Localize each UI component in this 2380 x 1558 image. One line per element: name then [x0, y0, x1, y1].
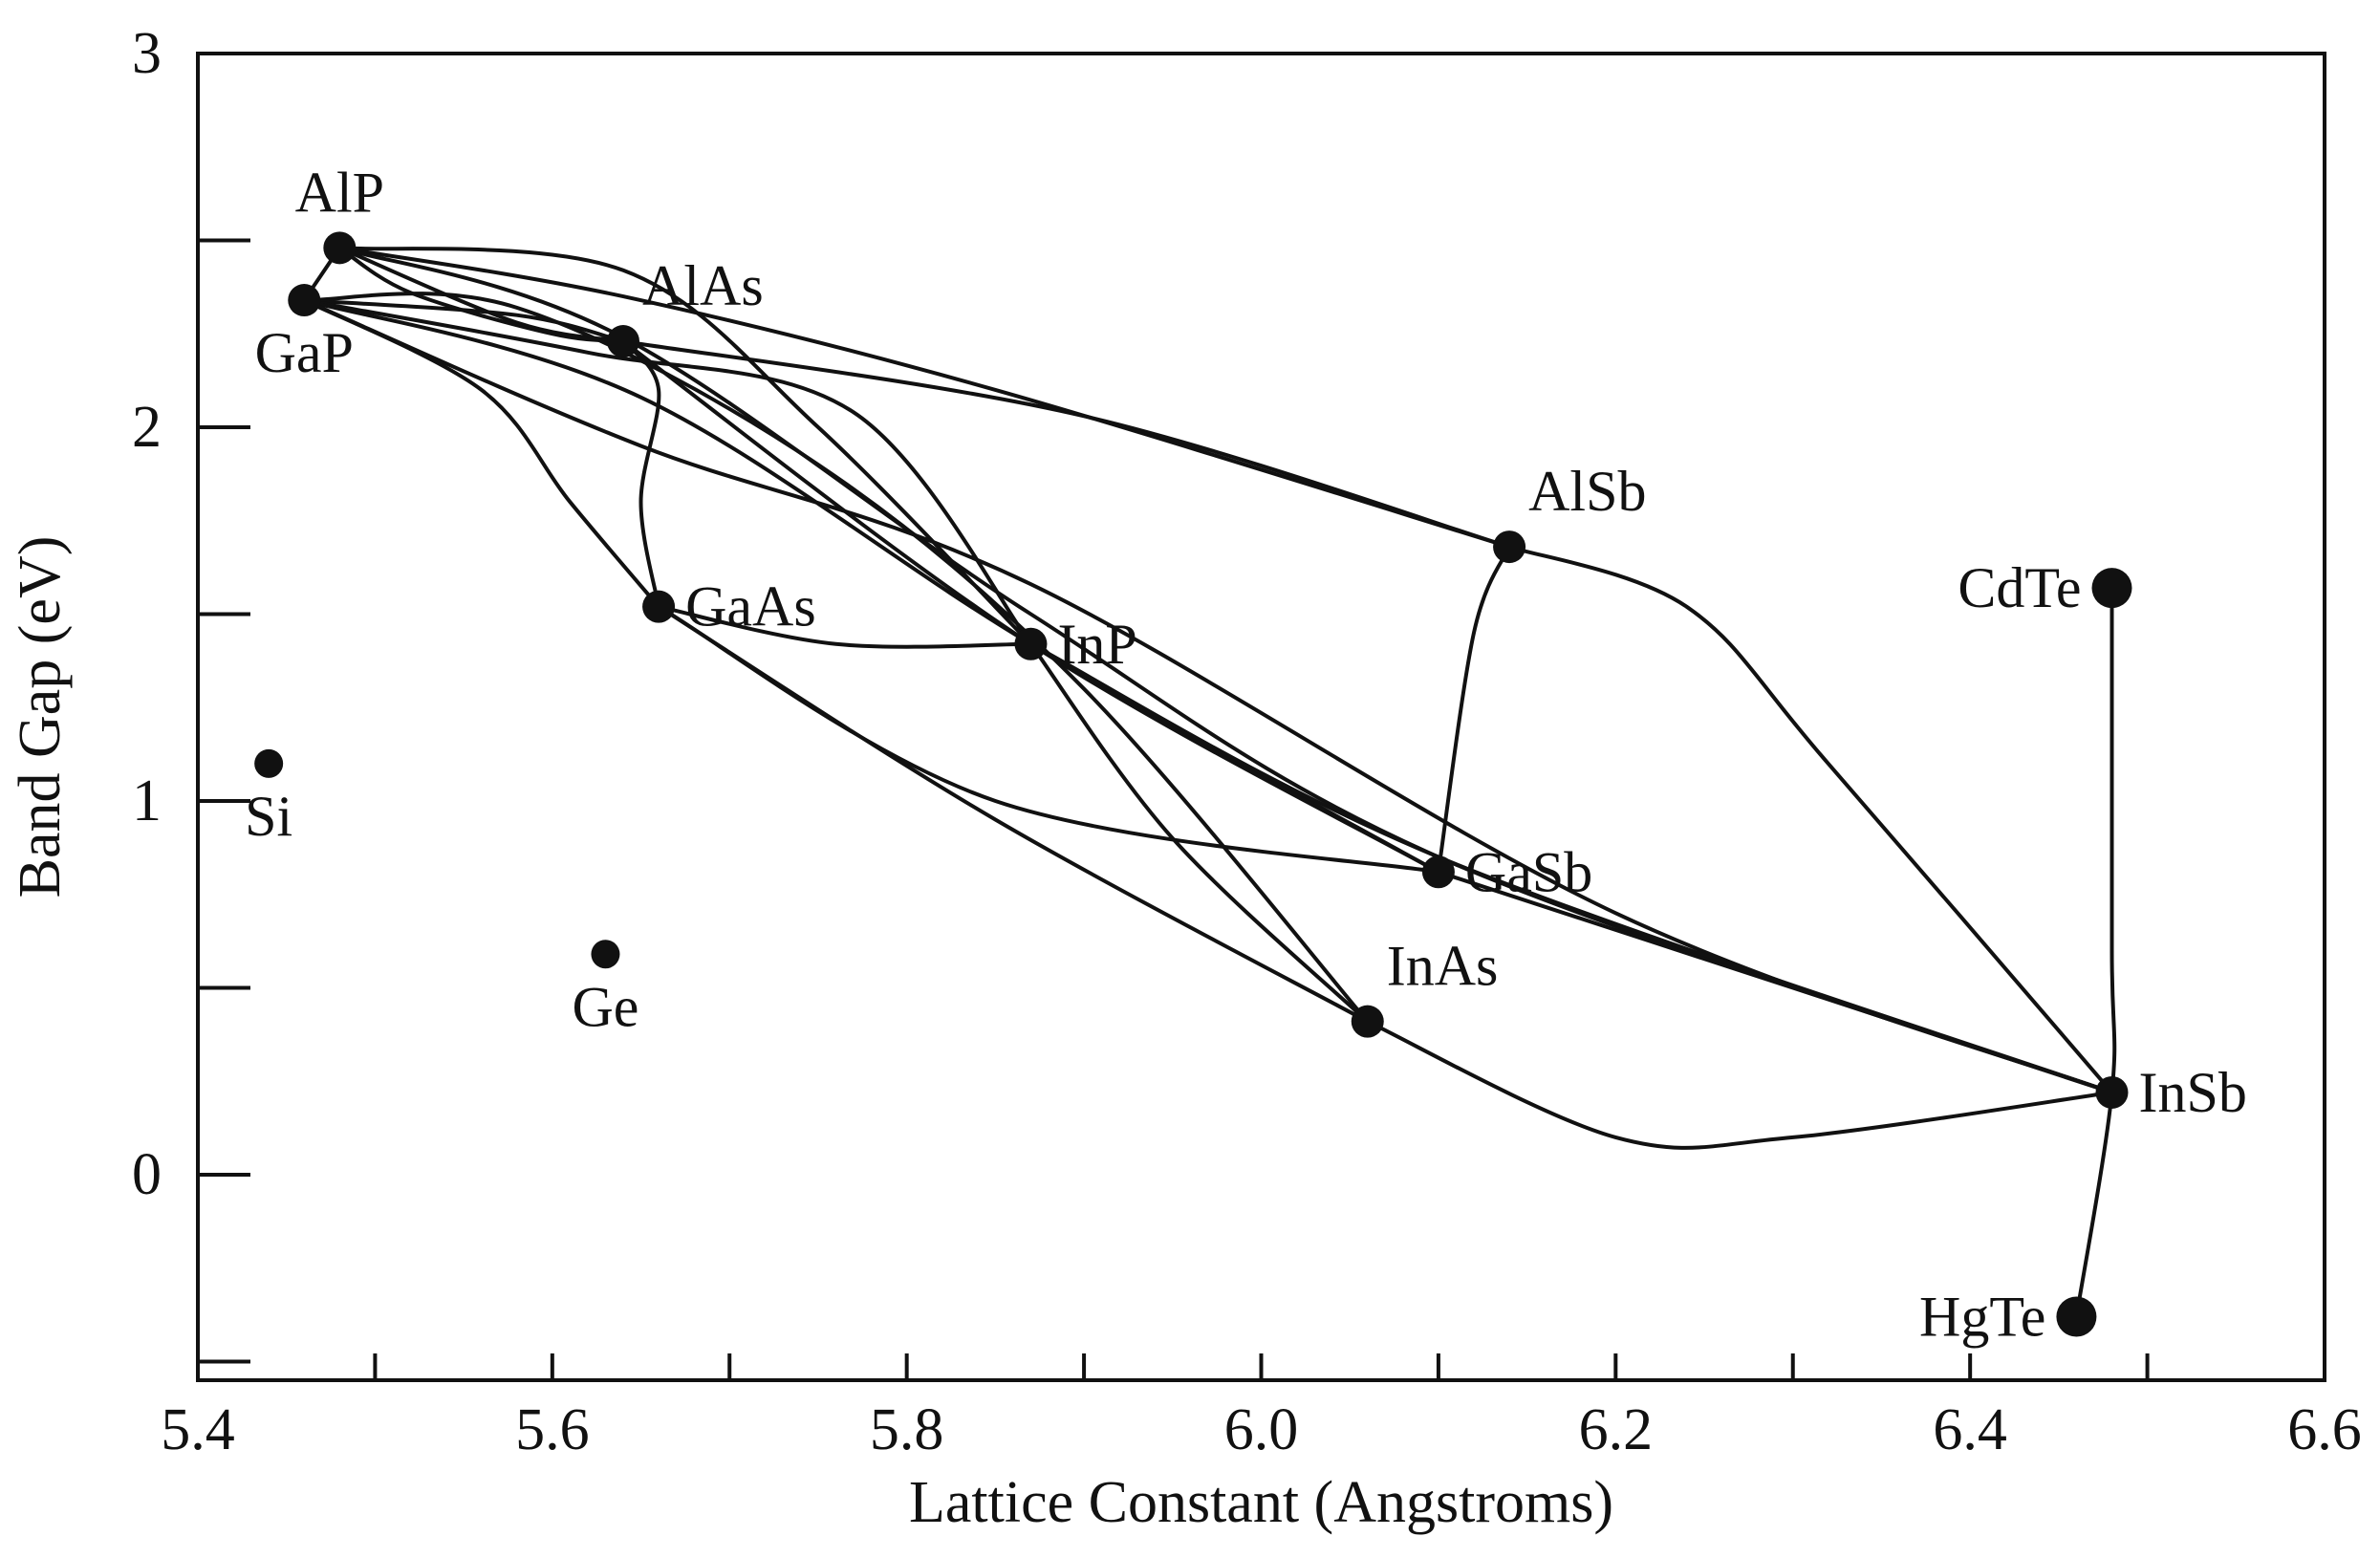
curve-inp-inas — [1028, 641, 1370, 1024]
curve-gap-alas — [302, 298, 625, 344]
curve-gaas-gasb — [657, 604, 1440, 875]
point-inp — [1014, 627, 1048, 660]
x-axis-title: Lattice Constant (Angstroms) — [909, 1470, 1613, 1535]
label-gasb: GaSb — [1465, 840, 1592, 903]
curve-gap-gaas — [302, 298, 661, 609]
label-gaas: GaAs — [685, 575, 816, 638]
axis-ticks — [196, 52, 2326, 1380]
point-inas — [1351, 1005, 1384, 1038]
point-ge — [591, 940, 620, 969]
point-gap — [288, 284, 321, 317]
point-gaas — [642, 590, 676, 623]
point-alp — [323, 231, 357, 265]
x-tick-label: 5.6 — [515, 1397, 590, 1462]
y-tick-label: 2 — [132, 395, 162, 460]
curve-gasb-insb — [1436, 870, 2114, 1094]
x-tick-label: 6.4 — [1933, 1397, 2007, 1462]
curve-alp-alas-upper — [337, 246, 625, 344]
y-axis-title: Band Gap (eV) — [8, 536, 73, 898]
label-gap: GaP — [255, 321, 354, 384]
curve-alas-alsb — [621, 339, 1512, 550]
label-inp: InP — [1057, 613, 1136, 676]
label-alas: AlAs — [642, 254, 764, 317]
curve-alp-alsb — [337, 246, 1512, 550]
y-tick-label: 0 — [132, 1142, 162, 1207]
point-hgte — [2056, 1296, 2097, 1337]
curve-inas-insb — [1365, 1019, 2114, 1150]
label-cdte: CdTe — [1958, 556, 2081, 619]
point-alsb — [1493, 530, 1526, 564]
axis-tick-labels: 5.4 5.6 5.8 6.0 6.2 6.4 6.6 0 1 2 3 — [132, 21, 2362, 1462]
label-si: Si — [245, 785, 292, 848]
curve-alsb-insb — [1507, 545, 2114, 1094]
x-tick-label: 5.4 — [161, 1397, 235, 1462]
point-insb — [2095, 1075, 2129, 1109]
data-points — [254, 231, 2132, 1337]
x-tick-label: 6.6 — [2287, 1397, 2362, 1462]
y-tick-label: 1 — [132, 768, 162, 833]
point-gasb — [1421, 855, 1455, 889]
point-alas — [607, 325, 639, 358]
point-labels: AlP GaP AlAs GaAs InP AlSb GaSb InAs InSb CdTe HgT… — [245, 161, 2247, 1348]
label-insb: InSb — [2139, 1061, 2247, 1124]
label-alsb: AlSb — [1528, 460, 1646, 523]
x-tick-label: 5.8 — [870, 1397, 944, 1462]
curve-gaas-inas — [657, 604, 1370, 1024]
point-cdte — [2091, 568, 2132, 609]
label-inas: InAs — [1387, 935, 1499, 998]
x-tick-label: 6.2 — [1579, 1397, 1654, 1462]
curve-cdte-hgte — [2074, 586, 2117, 1319]
y-tick-label: 3 — [132, 21, 162, 86]
curve-gaas-inp — [657, 604, 1033, 649]
curve-gap-insb — [302, 298, 2114, 1094]
curve-gap-inas — [302, 292, 1370, 1024]
curve-gap-inp — [302, 298, 1033, 646]
label-hgte: HgTe — [1919, 1286, 2045, 1349]
curve-alas-gaas — [621, 339, 661, 609]
alloy-curves — [302, 246, 2117, 1319]
curve-alp-inp — [337, 246, 1033, 646]
label-ge: Ge — [572, 975, 638, 1038]
point-si — [254, 748, 284, 778]
curve-alsb-gasb — [1436, 545, 1512, 875]
x-tick-label: 6.0 — [1224, 1397, 1299, 1462]
label-alp: AlP — [295, 161, 384, 224]
